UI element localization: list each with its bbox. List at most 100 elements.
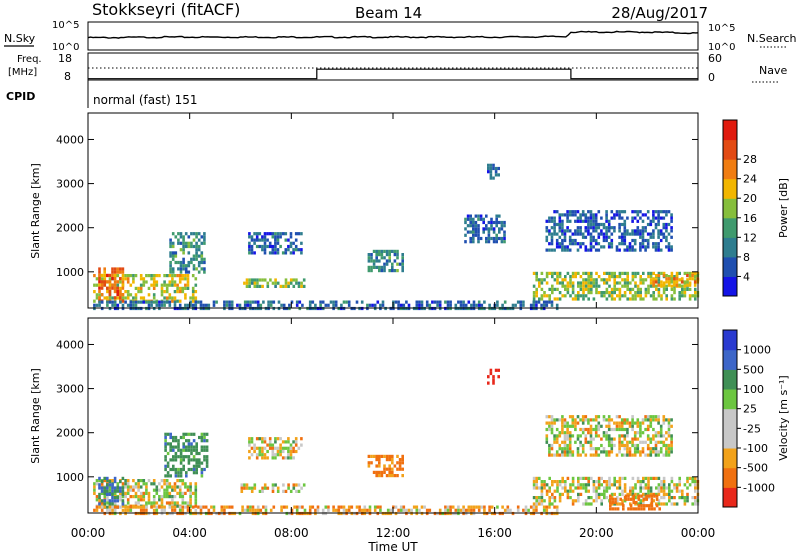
power-echo-cell	[564, 278, 567, 282]
velocity-echo-cell	[264, 505, 268, 509]
power-echo-cell	[301, 303, 304, 307]
power-echo-cell	[263, 238, 267, 242]
velocity-echo-cell	[158, 498, 161, 502]
power-echo-cell	[503, 224, 506, 228]
power-echo-cell	[488, 303, 491, 307]
velocity-echo-cell	[225, 505, 229, 509]
velocity-echo-cell	[174, 451, 178, 456]
power-echo-cell	[665, 280, 668, 284]
power-echo-cell	[667, 222, 671, 227]
velocity-echo-cell	[192, 471, 196, 475]
power-echo-cell	[623, 235, 627, 239]
power-echo-cell	[243, 300, 247, 304]
power-echo-cell	[108, 286, 112, 290]
power-echo-cell	[558, 297, 562, 301]
power-echo-cell	[610, 297, 614, 301]
velocity-echo-cell	[113, 508, 117, 512]
power-echo-cell	[489, 170, 493, 174]
velocity-echo-cell	[577, 483, 580, 487]
velocity-echo-cell	[668, 483, 671, 487]
power-echo-cell	[501, 303, 504, 307]
velocity-echo-cell	[116, 496, 119, 500]
velocity-echo-cell	[618, 483, 622, 487]
power-echo-cell	[100, 273, 104, 277]
velocity-echo-cell	[655, 492, 658, 496]
power-echo-cell	[253, 232, 256, 236]
power-echo-cell	[490, 217, 493, 221]
power-echo-cell	[171, 280, 174, 284]
power-echo-cell	[587, 275, 590, 279]
velocity-echo-cell	[673, 496, 676, 500]
velocity-echo-cell	[489, 368, 493, 372]
velocity-echo-cell	[100, 501, 104, 505]
power-echo-cell	[496, 303, 499, 307]
velocity-echo-cell	[137, 479, 140, 483]
power-echo-cell	[545, 248, 549, 252]
velocity-echo-cell	[142, 491, 146, 495]
velocity-echo-cell	[592, 489, 596, 493]
velocity-echo-cell	[654, 447, 658, 451]
power-echo-cell	[587, 284, 590, 288]
velocity-echo-cell	[129, 508, 133, 512]
power-echo-cell	[589, 235, 593, 239]
velocity-echo-cell	[621, 489, 624, 493]
power-echo-cell	[250, 238, 254, 242]
power-echo-cell	[256, 281, 259, 285]
power-echo-cell	[579, 287, 583, 291]
power-echo-cell	[555, 222, 559, 227]
velocity-echo-cell	[571, 480, 575, 484]
power-echo-cell	[288, 303, 291, 307]
power-echo-cell	[620, 210, 624, 214]
power-echo-cell	[137, 286, 140, 290]
velocity-echo-cell	[253, 486, 257, 490]
power-echo-cell	[673, 280, 676, 284]
power-echo-cell	[616, 287, 619, 291]
power-echo-cell	[662, 291, 666, 295]
power-echo-cell	[177, 260, 180, 265]
velocity-echo-cell	[496, 505, 499, 509]
velocity-echo-cell	[171, 488, 174, 492]
velocity-echo-cell	[678, 480, 681, 484]
power-echo-cell	[179, 232, 183, 236]
power-echo-cell	[558, 216, 562, 220]
power-echo-cell	[126, 290, 130, 294]
power-echo-cell	[623, 284, 627, 288]
velocity-echo-cell	[166, 471, 170, 475]
velocity-echo-cell	[375, 458, 378, 462]
power-echo-cell	[155, 274, 159, 278]
velocity-echo-cell	[388, 464, 391, 468]
power-echo-cell	[289, 281, 293, 285]
velocity-echo-cell	[576, 421, 580, 425]
power-echo-cell	[155, 300, 159, 304]
velocity-echo-cell	[568, 431, 572, 435]
power-echo-cell	[662, 281, 666, 285]
velocity-echo-cell	[654, 443, 658, 448]
power-echo-cell	[150, 300, 153, 304]
power-echo-cell	[401, 265, 404, 269]
power-echo-cell	[535, 294, 538, 298]
velocity-echo-cell	[657, 415, 660, 419]
power-echo-cell	[646, 222, 650, 227]
velocity-echo-cell	[529, 505, 533, 509]
power-echo-cell	[545, 303, 549, 307]
velocity-echo-cell	[285, 505, 289, 509]
power-echo-cell	[116, 303, 120, 307]
power-echo-cell	[492, 176, 495, 180]
power-echo-cell	[366, 303, 369, 307]
velocity-echo-cell	[649, 450, 653, 454]
velocity-echo-cell	[608, 483, 611, 487]
power-echo-cell	[538, 278, 541, 282]
power-echo-cell	[98, 267, 101, 271]
power-echo-cell	[657, 219, 660, 223]
power-echo-cell	[600, 278, 603, 282]
velocity-echo-cell	[108, 499, 112, 503]
power-echo-cell	[472, 303, 476, 307]
velocity-echo-cell	[646, 418, 650, 422]
power-echo-cell	[639, 210, 642, 214]
power-echo-cell	[169, 251, 172, 255]
power-echo-cell	[197, 264, 201, 268]
power-echo-cell	[649, 222, 653, 227]
velocity-echo-cell	[190, 467, 193, 472]
velocity-echo-cell	[274, 483, 277, 487]
velocity-echo-cell	[540, 499, 544, 503]
